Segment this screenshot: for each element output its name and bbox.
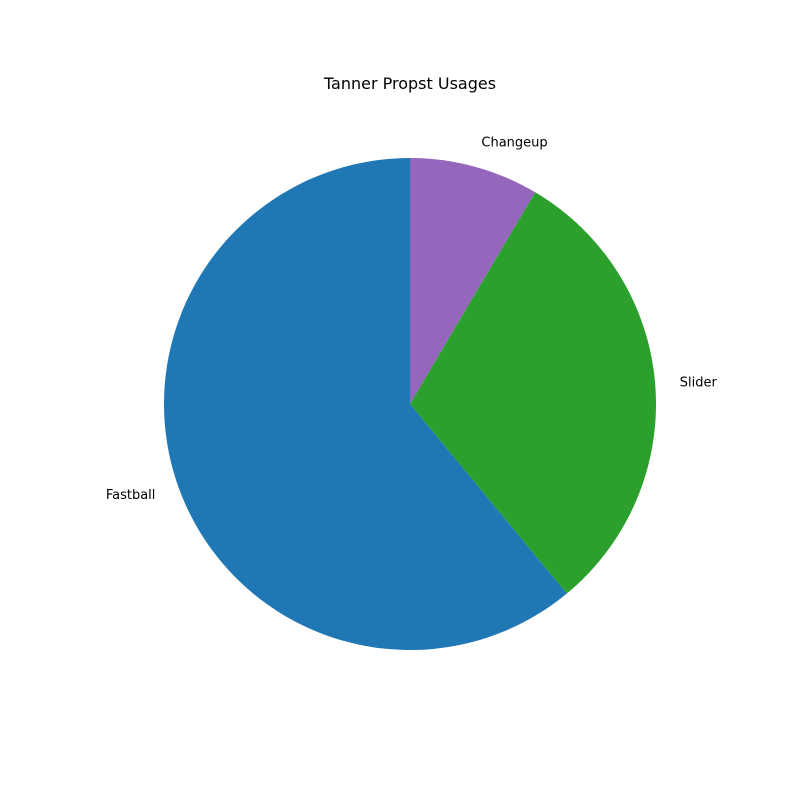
pie-slices <box>164 158 657 651</box>
pie-labels: Changeup Slider Fastball <box>106 135 718 503</box>
pie-label-fastball: Fastball <box>106 488 156 503</box>
pie-label-slider: Slider <box>680 375 718 390</box>
pie-slice-slider <box>410 192 657 594</box>
pie-slice-fastball <box>164 158 567 651</box>
chart-title: Tanner Propst Usages <box>323 74 496 93</box>
pie-slice-changeup <box>410 158 536 404</box>
pie-label-changeup: Changeup <box>481 135 547 150</box>
